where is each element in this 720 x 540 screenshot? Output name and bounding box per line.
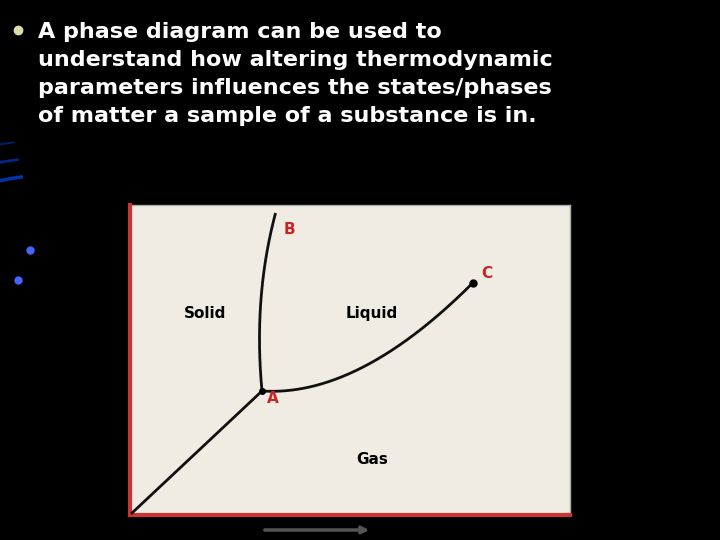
Text: T: T: [385, 521, 397, 539]
Text: Gas: Gas: [356, 451, 388, 467]
Text: p: p: [99, 255, 112, 273]
Bar: [130, 205, 570, 515]
Text: A phase diagram can be used to: A phase diagram can be used to: [38, 22, 442, 42]
Text: Liquid: Liquid: [346, 306, 398, 321]
Text: of matter a sample of a substance is in.: of matter a sample of a substance is in.: [38, 106, 536, 126]
Text: A: A: [267, 391, 279, 406]
Text: Solid: Solid: [184, 306, 226, 321]
Text: O: O: [112, 520, 125, 535]
Text: understand how altering thermodynamic: understand how altering thermodynamic: [38, 50, 553, 70]
Text: B: B: [283, 222, 294, 237]
Text: parameters influences the states/phases: parameters influences the states/phases: [38, 78, 552, 98]
Text: C: C: [481, 266, 492, 280]
